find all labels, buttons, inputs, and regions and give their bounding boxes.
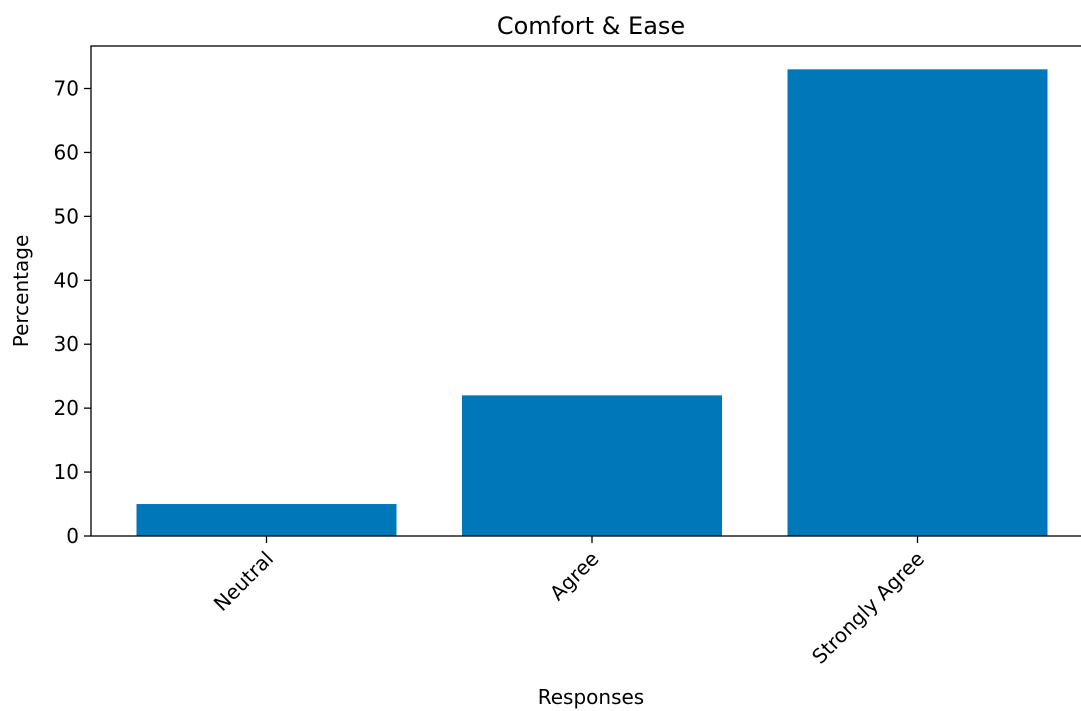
y-tick-label: 50	[54, 204, 79, 228]
y-axis-label: Percentage	[9, 235, 33, 348]
x-tick-label: Neutral	[209, 547, 278, 616]
y-tick-label: 40	[54, 268, 79, 292]
x-axis-label: Responses	[538, 685, 644, 709]
plot-frame	[90, 45, 1081, 537]
y-axis: 0 10 20 30 40 50 60 70	[54, 77, 91, 548]
bar-group	[136, 69, 1048, 536]
bar-strongly-agree	[787, 69, 1048, 536]
y-tick-label: 10	[54, 460, 79, 484]
y-tick-label: 70	[54, 77, 79, 101]
y-tick-label: 60	[54, 140, 79, 164]
x-axis: Neutral Agree Strongly Agree	[209, 536, 929, 669]
x-tick-label: Strongly Agree	[807, 547, 929, 669]
y-tick-label: 20	[54, 396, 79, 420]
bar-neutral	[136, 504, 397, 536]
chart-title: Comfort & Ease	[497, 12, 685, 40]
bar-agree	[462, 395, 722, 536]
y-tick-label: 30	[54, 332, 79, 356]
plot-area	[90, 45, 1081, 537]
x-tick-label: Agree	[545, 547, 604, 606]
y-tick-label: 0	[66, 524, 79, 548]
